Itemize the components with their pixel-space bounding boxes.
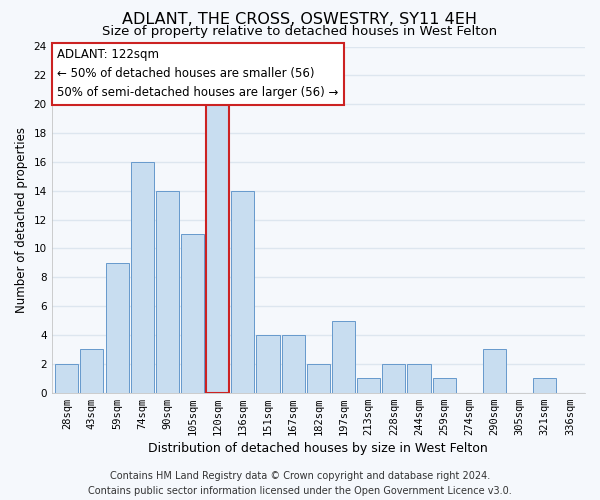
Bar [357, 378, 380, 392]
Bar [332, 320, 355, 392]
Bar [106, 263, 128, 392]
X-axis label: Distribution of detached houses by size in West Felton: Distribution of detached houses by size … [148, 442, 488, 455]
Bar [156, 190, 179, 392]
Bar [131, 162, 154, 392]
Text: Contains HM Land Registry data © Crown copyright and database right 2024.
Contai: Contains HM Land Registry data © Crown c… [88, 471, 512, 496]
Y-axis label: Number of detached properties: Number of detached properties [15, 126, 28, 312]
Bar [80, 350, 103, 393]
Bar [206, 104, 229, 393]
Bar [231, 190, 254, 392]
Bar [407, 364, 431, 392]
Bar [307, 364, 330, 392]
Bar [483, 350, 506, 393]
Text: ADLANT: 122sqm
← 50% of detached houses are smaller (56)
50% of semi-detached ho: ADLANT: 122sqm ← 50% of detached houses … [57, 48, 338, 99]
Text: ADLANT, THE CROSS, OSWESTRY, SY11 4EH: ADLANT, THE CROSS, OSWESTRY, SY11 4EH [122, 12, 478, 28]
Bar [55, 364, 79, 392]
Text: Size of property relative to detached houses in West Felton: Size of property relative to detached ho… [103, 25, 497, 38]
Bar [433, 378, 455, 392]
Bar [281, 335, 305, 392]
Bar [256, 335, 280, 392]
Bar [181, 234, 204, 392]
Bar [533, 378, 556, 392]
Bar [382, 364, 406, 392]
